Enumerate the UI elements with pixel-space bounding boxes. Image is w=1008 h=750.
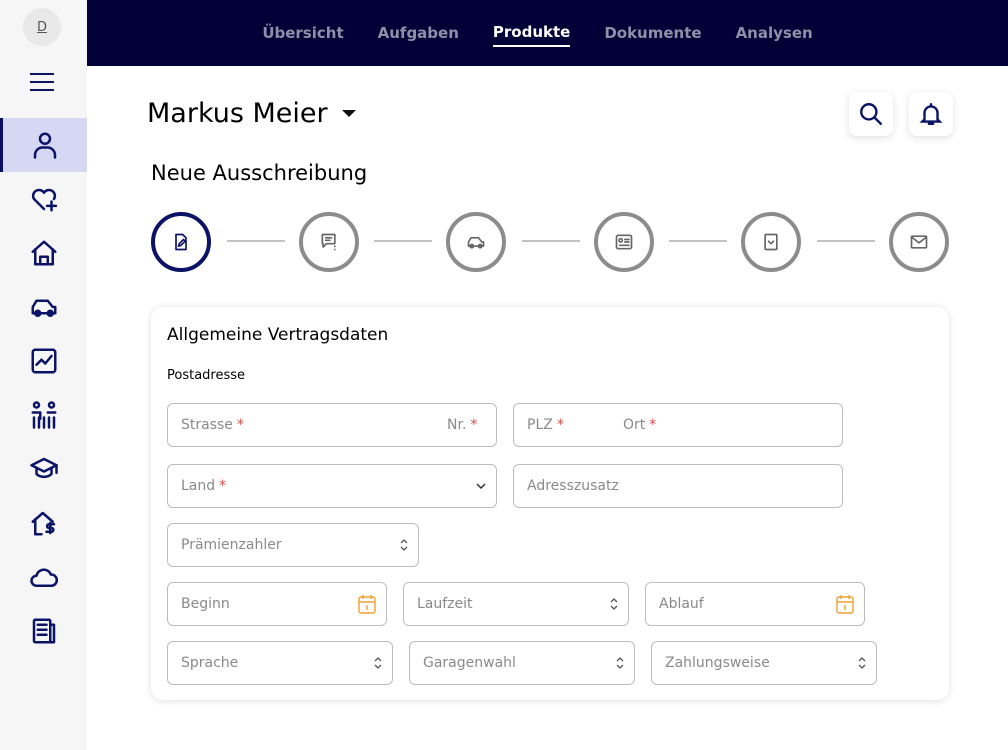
ablauf-date-input[interactable]: Ablauf xyxy=(645,582,865,626)
step-connector xyxy=(522,240,580,242)
step-5[interactable] xyxy=(741,212,801,272)
tab-dokumente[interactable]: Dokumente xyxy=(604,24,702,42)
updown-chevron-icon xyxy=(400,539,408,551)
user-selector[interactable]: Markus Meier xyxy=(147,98,356,129)
step-4[interactable] xyxy=(594,212,654,272)
sidebar-item-cloud[interactable] xyxy=(0,550,87,604)
heart-plus-icon xyxy=(31,188,57,212)
search-icon xyxy=(860,103,882,125)
mail-icon xyxy=(910,235,928,249)
menu-icon[interactable] xyxy=(29,72,55,92)
sidebar-item-education[interactable] xyxy=(0,442,87,496)
sidebar-item-investments[interactable] xyxy=(0,334,87,388)
bell-icon xyxy=(919,103,943,125)
plz-input[interactable]: PLZ * xyxy=(513,403,611,447)
tab-aufgaben[interactable]: Aufgaben xyxy=(377,24,459,42)
sidebar-item-family[interactable] xyxy=(0,388,87,442)
adresszusatz-input[interactable]: Adresszusatz xyxy=(513,464,843,508)
ort-input[interactable]: Ort * xyxy=(610,403,843,447)
step-6[interactable] xyxy=(889,212,949,272)
notifications-button[interactable] xyxy=(909,92,953,136)
sidebar-item-mortgage[interactable] xyxy=(0,496,87,550)
step-2[interactable] xyxy=(299,212,359,272)
sidebar-item-health[interactable] xyxy=(0,172,87,226)
land-select[interactable]: Land * xyxy=(167,464,497,508)
caret-down-icon xyxy=(341,110,356,117)
sidebar-item-person[interactable] xyxy=(0,118,87,172)
car-icon xyxy=(467,237,485,249)
page-title: Neue Ausschreibung xyxy=(151,161,368,185)
beginn-date-input[interactable]: Beginn xyxy=(167,582,387,626)
sprache-select[interactable]: Sprache xyxy=(167,641,393,685)
chevron-down-icon xyxy=(476,483,486,489)
sidebar-item-home[interactable] xyxy=(0,226,87,280)
step-connector xyxy=(817,240,875,242)
avatar[interactable]: D xyxy=(23,8,61,46)
car-icon xyxy=(31,299,56,317)
sidebar: D xyxy=(0,0,87,750)
user-icon xyxy=(33,132,57,159)
calendar-icon[interactable] xyxy=(358,594,376,614)
cloud-icon xyxy=(29,568,58,587)
top-navigation: Übersicht Aufgaben Produkte Dokumente An… xyxy=(87,0,1008,66)
updown-chevron-icon xyxy=(616,657,624,669)
garagenwahl-select[interactable]: Garagenwahl xyxy=(409,641,635,685)
card-title: Allgemeine Vertragsdaten xyxy=(167,325,389,345)
calendar-icon[interactable] xyxy=(836,594,854,614)
updown-chevron-icon xyxy=(610,598,618,610)
laufzeit-select[interactable]: Laufzeit xyxy=(403,582,629,626)
section-label: Postadresse xyxy=(167,368,246,383)
step-connector xyxy=(669,240,727,242)
id-card-icon xyxy=(615,234,633,250)
updown-chevron-icon xyxy=(374,657,382,669)
sidebar-item-car[interactable] xyxy=(0,280,87,334)
house-dollar-icon xyxy=(31,511,55,536)
checklist-icon xyxy=(764,233,778,251)
family-icon xyxy=(31,401,56,429)
praemienzahler-select[interactable]: Prämienzahler xyxy=(167,523,419,567)
updown-chevron-icon xyxy=(858,657,866,669)
sidebar-item-documents[interactable] xyxy=(0,604,87,658)
edit-document-icon xyxy=(175,233,187,251)
tab-uebersicht[interactable]: Übersicht xyxy=(262,24,344,42)
step-1[interactable] xyxy=(151,212,211,272)
tab-analysen[interactable]: Analysen xyxy=(735,24,813,42)
nr-input[interactable]: Nr. * xyxy=(434,403,497,447)
step-connector xyxy=(227,240,285,242)
graduation-cap-icon xyxy=(29,457,58,479)
tab-produkte[interactable]: Produkte xyxy=(492,19,571,47)
chart-icon xyxy=(31,348,56,374)
home-icon xyxy=(31,240,56,266)
strasse-input[interactable]: Strasse * xyxy=(167,403,435,447)
zahlungsweise-select[interactable]: Zahlungsweise xyxy=(651,641,877,685)
search-button[interactable] xyxy=(849,92,893,136)
step-connector xyxy=(374,240,432,242)
user-name: Markus Meier xyxy=(147,98,328,129)
chat-question-icon xyxy=(321,233,336,251)
document-icon xyxy=(32,618,55,644)
step-3[interactable] xyxy=(446,212,506,272)
